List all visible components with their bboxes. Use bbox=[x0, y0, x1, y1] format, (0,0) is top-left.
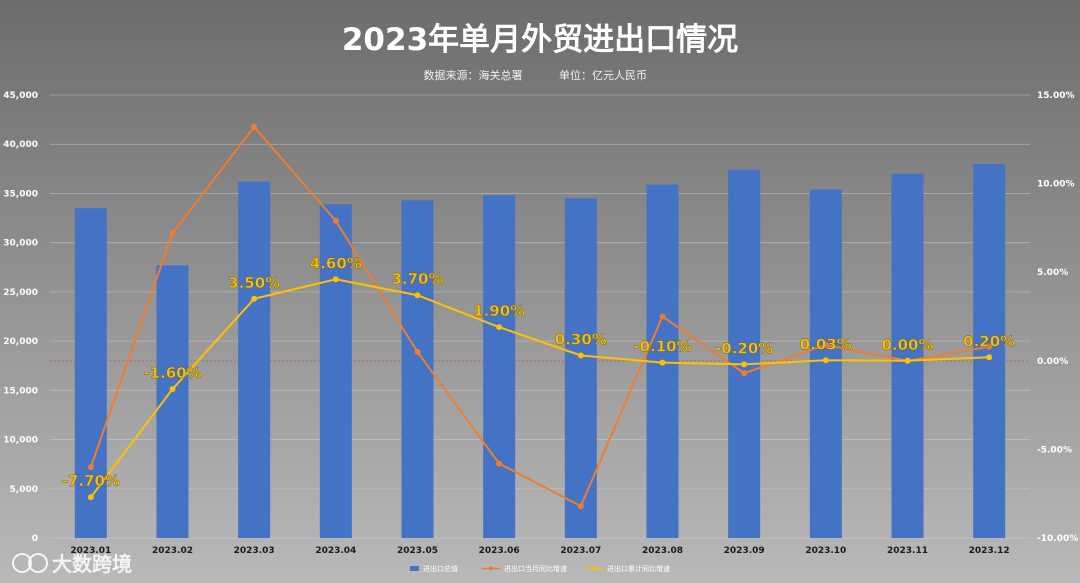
left-tick-label: 0 bbox=[32, 534, 38, 544]
series-point bbox=[169, 230, 176, 237]
series-point bbox=[496, 460, 503, 467]
left-tick-label: 45,000 bbox=[3, 91, 38, 101]
series-point bbox=[414, 292, 421, 299]
series-line bbox=[89, 125, 990, 508]
series-line bbox=[90, 278, 990, 498]
series-point bbox=[87, 494, 94, 501]
bar bbox=[809, 189, 842, 539]
x-tick-label: 2023.02 bbox=[152, 546, 193, 556]
chart-source: 数据来源：海关总署 bbox=[424, 68, 523, 82]
series-point bbox=[577, 503, 584, 510]
left-tick-label: 20,000 bbox=[3, 337, 38, 347]
right-axis: -10.00% -5.00% 0.00% 5.00% 10.00% 15.00% bbox=[1037, 91, 1078, 544]
gridlines bbox=[50, 94, 1030, 539]
right-tick-label: 0.00% bbox=[1037, 357, 1068, 367]
cumulative-growth-series: -7.70% -1.60% 3.50% 4.60% 3.70% 1.90% 0.30% -0.… bbox=[62, 254, 1015, 501]
data-label: -1.60% bbox=[143, 364, 201, 382]
legend-label-cumulative: 进出口累计同比增速 bbox=[607, 564, 670, 573]
data-label: 4.60% bbox=[310, 254, 362, 272]
right-tick-label: -5.00% bbox=[1037, 445, 1072, 455]
x-tick-label: 2023.07 bbox=[560, 546, 601, 556]
left-tick-label: 25,000 bbox=[3, 288, 38, 298]
legend-marker-monthly bbox=[489, 566, 493, 571]
chart-title: 2023年单月外贸进出口情况 bbox=[342, 22, 738, 58]
right-tick-label: 10.00% bbox=[1037, 180, 1075, 190]
series-point bbox=[741, 370, 748, 377]
watermark-text: 大数跨境 bbox=[52, 552, 132, 576]
series-point bbox=[414, 348, 421, 355]
series-point bbox=[986, 354, 993, 361]
series-point bbox=[251, 295, 258, 302]
data-label: 0.30% bbox=[555, 330, 607, 348]
kuajing-logo-icon bbox=[12, 553, 48, 573]
series-point bbox=[986, 343, 993, 350]
data-label: -7.70% bbox=[62, 472, 120, 490]
x-tick-label: 2023.10 bbox=[805, 546, 846, 556]
legend-marker-cumulative bbox=[592, 566, 596, 571]
series-point bbox=[904, 357, 911, 364]
bar bbox=[401, 200, 434, 538]
bar bbox=[319, 204, 352, 539]
left-tick-label: 15,000 bbox=[3, 386, 38, 396]
left-tick-label: 5,000 bbox=[10, 485, 38, 495]
series-point bbox=[332, 217, 339, 224]
series-point bbox=[577, 352, 584, 359]
x-tick-label: 2023.06 bbox=[479, 546, 520, 556]
x-tick-label: 2023.05 bbox=[397, 546, 438, 556]
left-tick-label: 10,000 bbox=[3, 436, 38, 446]
x-tick-label: 2023.11 bbox=[887, 546, 928, 556]
data-label: 0.20% bbox=[963, 332, 1015, 350]
legend-label-total: 进出口总值 bbox=[423, 564, 458, 573]
right-tick-label: -10.00% bbox=[1037, 534, 1078, 544]
series-point bbox=[87, 464, 94, 471]
data-label: 0.00% bbox=[881, 336, 933, 354]
bar bbox=[564, 198, 597, 538]
x-tick-label: 2023.04 bbox=[315, 546, 356, 556]
left-tick-label: 30,000 bbox=[3, 239, 38, 249]
series-point bbox=[251, 123, 258, 130]
series-point bbox=[332, 276, 339, 283]
x-tick-label: 2023.08 bbox=[642, 546, 683, 556]
bar bbox=[973, 163, 1006, 538]
bar bbox=[891, 173, 924, 538]
series-point bbox=[496, 324, 503, 331]
data-label: -0.20% bbox=[715, 339, 773, 357]
legend-swatch-total bbox=[410, 566, 419, 571]
left-tick-label: 40,000 bbox=[3, 140, 38, 150]
bar-series bbox=[74, 163, 1006, 539]
data-label: 1.90% bbox=[473, 302, 525, 320]
bar bbox=[238, 181, 271, 538]
series-point bbox=[659, 313, 666, 320]
data-label: 0.03% bbox=[800, 335, 852, 353]
monthly-growth-series bbox=[87, 123, 993, 510]
series-point bbox=[659, 359, 666, 366]
watermark: 大数跨境 bbox=[12, 552, 132, 576]
bar bbox=[483, 195, 516, 538]
left-axis: 0 5,000 10,000 15,000 20,000 25,000 30,000 35,0… bbox=[3, 91, 38, 544]
series-point bbox=[822, 341, 829, 348]
data-label: 3.50% bbox=[228, 274, 280, 292]
legend: 进出口总值 进出口当月同比增速 进出口累计同比增速 bbox=[410, 564, 670, 573]
bar bbox=[728, 169, 761, 538]
series-point bbox=[741, 361, 748, 368]
x-tick-label: 2023.09 bbox=[724, 546, 765, 556]
series-point bbox=[169, 386, 176, 393]
right-tick-label: 5.00% bbox=[1037, 268, 1068, 278]
right-tick-label: 15.00% bbox=[1037, 91, 1075, 101]
data-label: -0.10% bbox=[633, 338, 691, 356]
left-tick-label: 35,000 bbox=[3, 189, 38, 199]
x-tick-label: 2023.12 bbox=[969, 546, 1010, 556]
data-label: 3.70% bbox=[391, 270, 443, 288]
x-tick-label: 2023.01 bbox=[70, 546, 111, 556]
bar bbox=[156, 265, 189, 538]
x-tick-label: 2023.03 bbox=[234, 546, 275, 556]
legend-label-monthly: 进出口当月同比增速 bbox=[504, 564, 567, 573]
x-axis: 2023.01 2023.02 2023.03 2023.04 2023.05 2023.… bbox=[70, 546, 1009, 556]
chart-unit: 单位：亿元人民币 bbox=[559, 68, 647, 82]
series-point bbox=[822, 357, 829, 364]
